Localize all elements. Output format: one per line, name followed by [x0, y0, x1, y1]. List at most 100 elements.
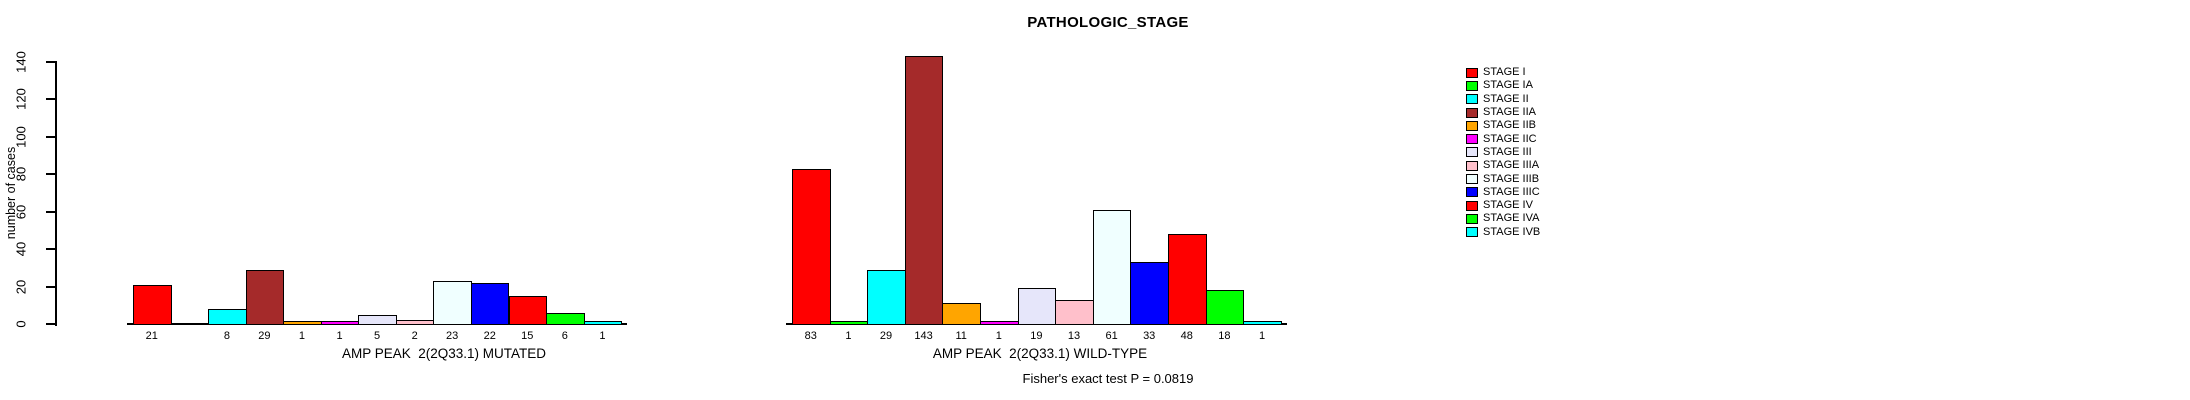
- value-label-stage-ii-wildtype: 29: [879, 330, 893, 342]
- legend-label-stage-iii: STAGE III: [1483, 145, 1532, 158]
- legend-swatch-stage-i: [1466, 67, 1478, 78]
- bar-stage-iiib-mutated: [433, 280, 472, 325]
- value-label-stage-iii-wildtype: 19: [1030, 330, 1043, 342]
- bar-stage-ia-wildtype: [829, 321, 869, 325]
- bar-stage-ivb-wildtype: [1243, 321, 1282, 325]
- y-tick-mark-60: [46, 210, 56, 213]
- bar-stage-ivb-mutated: [583, 321, 623, 325]
- bar-stage-i-wildtype: [792, 168, 831, 325]
- x-axis-label-mutated: AMP PEAK 2(2Q33.1) MUTATED: [341, 346, 547, 361]
- legend-item-stage-iib: STAGE IIB: [1466, 119, 1540, 132]
- value-label-stage-i-wildtype: 83: [804, 330, 817, 342]
- value-label-stage-iic-mutated: 1: [336, 330, 343, 342]
- legend-item-stage-iiib: STAGE IIIB: [1466, 172, 1540, 185]
- legend-swatch-stage-iva: [1466, 213, 1478, 224]
- legend: STAGE I STAGE IA STAGE II STAGE IIA STAGE II…: [1466, 66, 1540, 239]
- y-axis: [55, 61, 57, 326]
- legend-label-stage-iv: STAGE IV: [1483, 199, 1533, 212]
- bar-stage-iiia-mutated: [395, 320, 435, 325]
- value-label-stage-ii-mutated: 8: [223, 330, 230, 342]
- legend-label-stage-iia: STAGE IIA: [1483, 106, 1536, 119]
- legend-swatch-stage-iic: [1466, 134, 1478, 145]
- legend-item-stage-iia: STAGE IIA: [1466, 106, 1540, 119]
- value-label-stage-iia-wildtype: 143: [914, 330, 933, 342]
- value-label-stage-iiia-mutated: 2: [411, 330, 418, 342]
- bar-stage-iv-mutated: [508, 295, 548, 325]
- x-axis-label-wildtype: AMP PEAK 2(2Q33.1) WILD-TYPE: [932, 346, 1148, 361]
- bar-stage-iia-mutated: [245, 269, 285, 325]
- legend-label-stage-i: STAGE I: [1483, 66, 1526, 79]
- legend-item-stage-iii: STAGE III: [1466, 146, 1540, 159]
- bar-stage-iv-wildtype: [1168, 234, 1207, 325]
- bar-stage-iiia-wildtype: [1055, 299, 1094, 325]
- bar-stage-iic-mutated: [320, 321, 360, 325]
- y-tick-label-60: 60: [13, 204, 29, 219]
- legend-swatch-stage-iiia: [1466, 160, 1478, 171]
- y-tick-mark-0: [46, 323, 56, 325]
- legend-label-stage-ii: STAGE II: [1483, 92, 1529, 105]
- value-label-stage-ivb-wildtype: 1: [1258, 330, 1266, 342]
- value-label-stage-iia-mutated: 29: [258, 330, 271, 342]
- bar-stage-iii-mutated: [358, 314, 397, 325]
- y-axis-label: number of cases: [4, 146, 18, 240]
- value-label-stage-iiia-wildtype: 13: [1067, 330, 1081, 342]
- y-tick-label-100: 100: [13, 125, 29, 148]
- value-label-stage-ia-wildtype: 1: [845, 330, 852, 342]
- legend-swatch-stage-iiic: [1466, 187, 1478, 198]
- value-label-stage-iiib-mutated: 23: [446, 330, 459, 342]
- value-label-stage-iiic-wildtype: 33: [1143, 330, 1156, 342]
- legend-item-stage-iv: STAGE IV: [1466, 199, 1540, 212]
- bar-stage-iii-wildtype: [1017, 288, 1057, 325]
- value-label-stage-iv-mutated: 15: [521, 330, 534, 342]
- chart-title: PATHOLOGIC_STAGE: [1027, 14, 1189, 31]
- value-label-stage-iiic-mutated: 22: [483, 330, 496, 342]
- y-tick-label-0: 0: [13, 320, 29, 328]
- bar-stage-ii-mutated: [208, 309, 247, 325]
- bar-stage-iiic-wildtype: [1130, 262, 1169, 325]
- bar-stage-iib-mutated: [283, 321, 322, 325]
- legend-swatch-stage-ivb: [1466, 227, 1478, 238]
- value-label-stage-iib-wildtype: 11: [955, 330, 967, 342]
- y-tick-label-40: 40: [13, 241, 29, 257]
- bar-stage-iiib-wildtype: [1092, 209, 1132, 325]
- y-tick-mark-100: [46, 135, 56, 138]
- legend-item-stage-iva: STAGE IVA: [1466, 212, 1540, 225]
- legend-swatch-stage-iiib: [1466, 174, 1478, 185]
- legend-swatch-stage-ia: [1466, 80, 1478, 91]
- fisher-test-annotation: Fisher's exact test P = 0.0819: [1022, 371, 1194, 386]
- bar-stage-i-mutated: [133, 284, 172, 325]
- legend-item-stage-iiia: STAGE IIIA: [1466, 159, 1540, 172]
- value-label-stage-iib-mutated: 1: [298, 330, 306, 342]
- y-tick-label-140: 140: [13, 51, 29, 73]
- bar-stage-iia-wildtype: [904, 56, 944, 325]
- legend-swatch-stage-iii: [1466, 147, 1478, 158]
- value-label-stage-iii-mutated: 5: [374, 330, 381, 342]
- legend-label-stage-iva: STAGE IVA: [1483, 212, 1540, 225]
- legend-label-stage-ivb: STAGE IVB: [1483, 225, 1541, 238]
- legend-swatch-stage-iib: [1466, 120, 1478, 131]
- legend-item-stage-i: STAGE I: [1466, 66, 1540, 79]
- legend-label-stage-iiib: STAGE IIIB: [1483, 172, 1540, 185]
- value-label-stage-iv-wildtype: 48: [1180, 330, 1193, 342]
- value-label-stage-iva-mutated: 6: [561, 330, 568, 342]
- bar-stage-iic-wildtype: [980, 321, 1019, 325]
- bar-stage-iiic-mutated: [470, 282, 510, 325]
- bar-stage-ii-wildtype: [867, 269, 906, 325]
- legend-label-stage-iiic: STAGE IIIC: [1483, 185, 1540, 198]
- value-label-stage-iiib-wildtype: 61: [1105, 330, 1118, 342]
- y-tick-label-120: 120: [13, 88, 29, 111]
- value-label-stage-iic-wildtype: 1: [995, 330, 1002, 342]
- bar-stage-iva-wildtype: [1205, 290, 1245, 325]
- y-tick-mark-120: [46, 98, 56, 101]
- value-label-stage-ivb-mutated: 1: [599, 330, 606, 342]
- legend-swatch-stage-iv: [1466, 200, 1478, 211]
- y-tick-label-80: 80: [13, 167, 29, 182]
- legend-item-stage-ii: STAGE II: [1466, 93, 1540, 106]
- legend-label-stage-ia: STAGE IA: [1483, 79, 1533, 92]
- bar-stage-iva-mutated: [546, 312, 585, 325]
- y-tick-mark-20: [46, 285, 56, 288]
- legend-label-stage-iiia: STAGE IIIA: [1483, 159, 1540, 172]
- legend-item-stage-iiic: STAGE IIIC: [1466, 186, 1540, 199]
- y-tick-mark-80: [46, 173, 56, 176]
